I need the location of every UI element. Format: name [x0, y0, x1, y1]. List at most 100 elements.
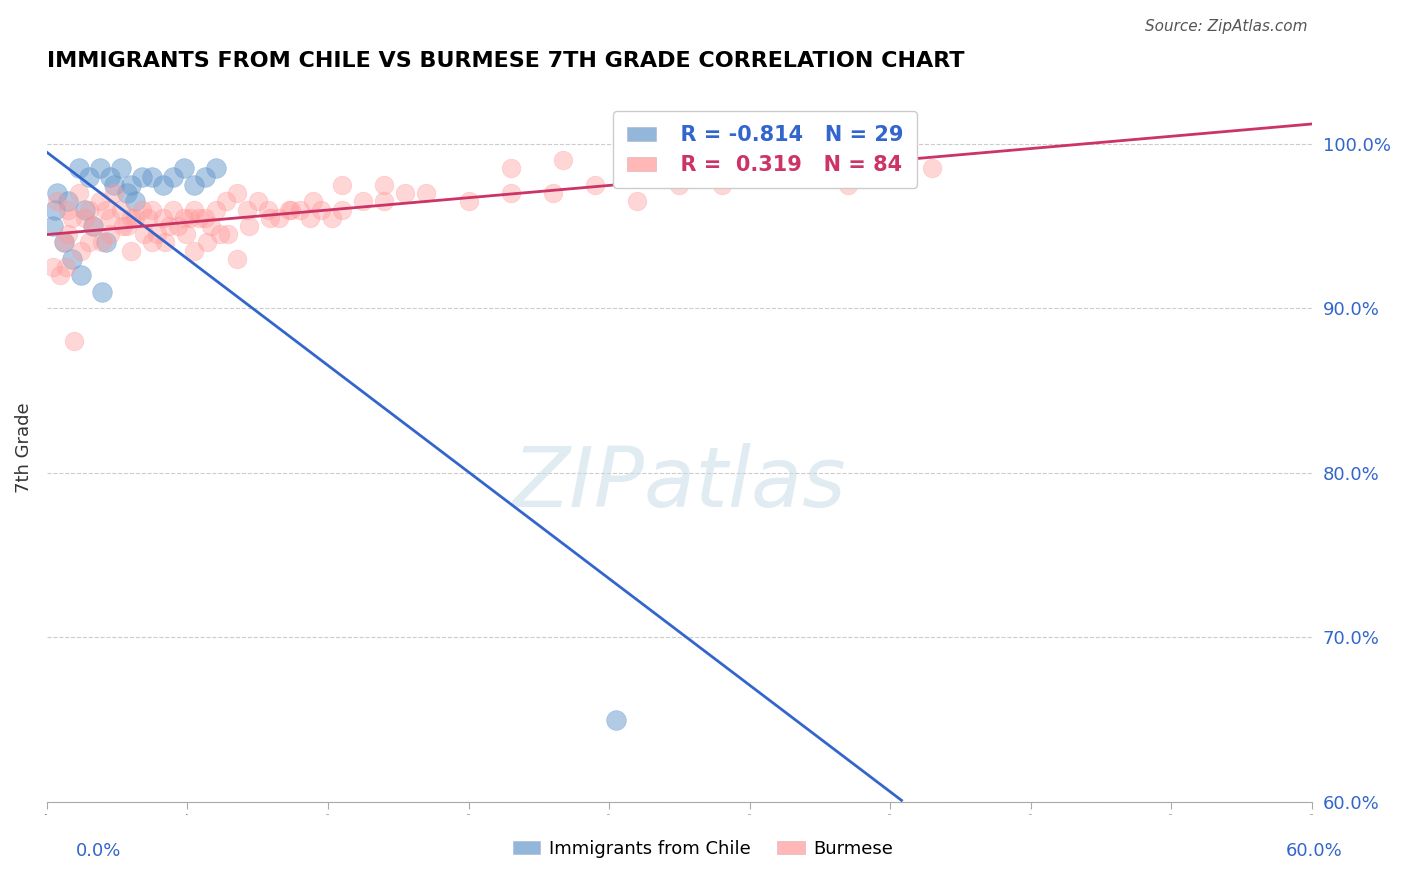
Point [183, 202, 205, 217]
Point [394, 186, 416, 201]
Point [710, 178, 733, 192]
Point [162, 202, 184, 217]
Point [162, 169, 184, 184]
Point [499, 161, 522, 176]
Point [46, 194, 69, 209]
Point [120, 211, 142, 225]
Point [67, 186, 90, 201]
Point [145, 227, 167, 242]
Point [225, 252, 247, 266]
Point [194, 169, 217, 184]
Point [56, 202, 79, 217]
Point [321, 211, 343, 225]
Text: IMMIGRANTS FROM CHILE VS BURMESE 7TH GRADE CORRELATION CHART: IMMIGRANTS FROM CHILE VS BURMESE 7TH GRA… [46, 51, 965, 70]
Point [136, 211, 159, 225]
Point [183, 178, 205, 192]
Point [257, 202, 280, 217]
Point [541, 186, 564, 201]
Point [246, 194, 269, 209]
Point [236, 202, 259, 217]
Point [115, 186, 138, 201]
Point [89, 161, 111, 176]
Point [120, 244, 142, 258]
Text: ZIPatlas: ZIPatlas [513, 443, 846, 524]
Point [173, 211, 195, 225]
Point [103, 178, 125, 192]
Point [124, 194, 146, 209]
Y-axis label: 7th Grade: 7th Grade [15, 403, 32, 493]
Point [52, 235, 75, 250]
Point [67, 161, 90, 176]
Point [499, 186, 522, 201]
Point [103, 186, 125, 201]
Point [183, 244, 205, 258]
Point [330, 202, 353, 217]
Point [280, 202, 302, 217]
Point [110, 161, 132, 176]
Point [330, 178, 353, 192]
Point [44, 202, 66, 217]
Point [259, 211, 281, 225]
Point [60, 252, 83, 266]
Point [583, 178, 606, 192]
Point [124, 211, 146, 225]
Point [215, 194, 238, 209]
Legend:   R = -0.814   N = 29,   R =  0.319   N = 84: R = -0.814 N = 29, R = 0.319 N = 84 [613, 112, 917, 188]
Point [278, 202, 301, 217]
Point [352, 194, 374, 209]
Point [131, 169, 153, 184]
Point [309, 202, 332, 217]
Point [626, 194, 648, 209]
Point [152, 178, 174, 192]
Point [166, 219, 188, 233]
Point [98, 169, 121, 184]
Point [94, 235, 117, 250]
Point [195, 235, 218, 250]
Point [187, 211, 209, 225]
Point [179, 211, 201, 225]
Point [204, 161, 226, 176]
Point [668, 178, 690, 192]
Point [208, 227, 231, 242]
Point [225, 186, 247, 201]
Point [42, 219, 65, 233]
Point [553, 153, 575, 168]
Point [46, 186, 69, 201]
Point [90, 235, 112, 250]
Point [605, 713, 627, 727]
Point [132, 227, 155, 242]
Point [267, 211, 290, 225]
Point [55, 260, 77, 275]
Point [82, 219, 104, 233]
Point [204, 202, 226, 217]
Point [73, 202, 96, 217]
Text: Source: ZipAtlas.com: Source: ZipAtlas.com [1144, 20, 1308, 34]
Point [301, 194, 323, 209]
Point [89, 194, 111, 209]
Point [77, 235, 100, 250]
Point [48, 268, 70, 283]
Point [77, 169, 100, 184]
Point [200, 219, 222, 233]
Point [457, 194, 479, 209]
Point [217, 227, 239, 242]
Point [373, 194, 395, 209]
Point [141, 202, 163, 217]
Text: 60.0%: 60.0% [1286, 842, 1343, 860]
Point [56, 227, 79, 242]
Point [152, 211, 174, 225]
Point [63, 334, 86, 348]
Point [56, 194, 79, 209]
Point [77, 202, 100, 217]
Point [94, 202, 117, 217]
Point [141, 235, 163, 250]
Point [52, 235, 75, 250]
Legend: Immigrants from Chile, Burmese: Immigrants from Chile, Burmese [505, 833, 901, 865]
Text: 0.0%: 0.0% [76, 842, 121, 860]
Point [115, 219, 138, 233]
Point [82, 219, 104, 233]
Point [120, 178, 142, 192]
Point [288, 202, 311, 217]
Point [837, 178, 859, 192]
Point [69, 268, 91, 283]
